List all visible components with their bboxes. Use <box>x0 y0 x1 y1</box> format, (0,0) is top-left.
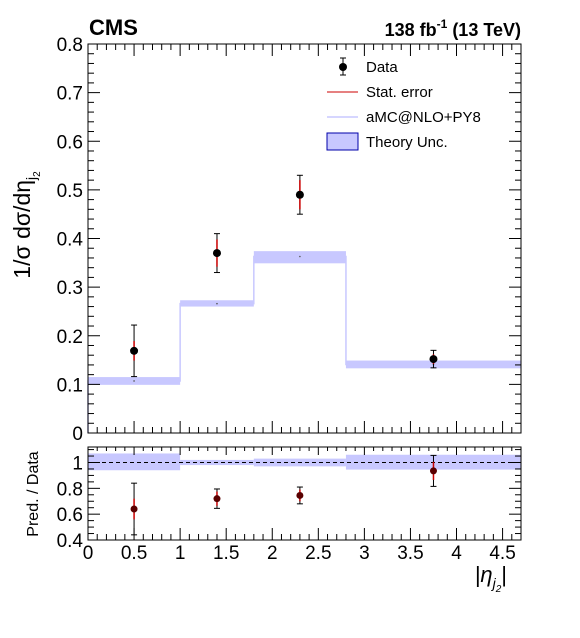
main-y-tick-label: 0.5 <box>57 181 83 202</box>
main-y-tick-label: 0.6 <box>57 132 83 153</box>
main-y-tick-label: 0.2 <box>57 327 83 348</box>
legend-entry-stat: Stat. error <box>327 84 433 101</box>
ratio-point <box>429 467 437 475</box>
ratio-point <box>130 505 138 513</box>
ratio-y-axis-label: Pred. / Data <box>25 451 42 536</box>
x-axis-label: |ηj2| <box>475 562 507 595</box>
main-y-tick-label: 0.3 <box>57 278 83 299</box>
x-label-subsub: 2 <box>495 584 502 595</box>
x-tick-label: 3.5 <box>397 543 423 564</box>
data-point <box>212 249 221 258</box>
prediction-center-dot <box>133 380 135 382</box>
x-label-text: |η <box>475 562 493 587</box>
main-y-tick-label: 0.4 <box>57 230 84 251</box>
experiment-label: CMS <box>89 15 138 40</box>
x-tick-label: 4 <box>451 543 462 564</box>
legend-label-theory-unc: Theory Unc. <box>366 134 448 151</box>
ratio-y-tick-label: 0.6 <box>57 505 83 526</box>
main-frame-border <box>87 43 522 434</box>
x-tick-label: 1.5 <box>213 543 239 564</box>
x-label-sub: j <box>491 575 497 591</box>
ratio-panel: 0.4 0.6 0.8 1 0 0.5 1 1.5 2 2.5 3 3.5 4 4.5 <box>57 446 522 564</box>
lumi-energy: (13 TeV) <box>447 20 521 40</box>
legend-entry-prediction: aMC@NLO+PY8 <box>327 109 481 126</box>
x-tick-label: 3 <box>359 543 370 564</box>
main-panel: 0 0.1 0.2 0.3 0.4 0.5 0.6 0.7 0.8 <box>57 35 522 445</box>
main-y-label-sub: j <box>23 177 39 181</box>
legend: Data Stat. error aMC@NLO+PY8 Theory Unc. <box>326 57 481 151</box>
data-point <box>429 355 438 364</box>
legend-data-marker <box>339 63 347 71</box>
lumi-value: 138 fb <box>385 20 437 40</box>
prediction-center-dot <box>216 302 218 305</box>
ratio-point <box>296 491 304 499</box>
luminosity-label: 138 fb-1 (13 TeV) <box>385 17 521 40</box>
x-tick-label: 0 <box>83 543 94 564</box>
x-tick-label: 4.5 <box>489 543 515 564</box>
x-tick-label: 1 <box>175 543 186 564</box>
main-prediction-line <box>87 255 521 433</box>
legend-entry-theory-unc: Theory Unc. <box>326 132 448 151</box>
ratio-y-tick-label: 0.4 <box>57 531 84 552</box>
ratio-frame-border <box>87 446 522 541</box>
legend-label-stat: Stat. error <box>366 84 433 101</box>
legend-label-prediction: aMC@NLO+PY8 <box>366 109 481 126</box>
main-y-label-subsub: 2 <box>32 171 43 177</box>
x-tick-label: 2 <box>267 543 278 564</box>
ratio-y-tick-label: 1 <box>72 454 83 475</box>
main-y-axis-label: 1/σ dσ/dηj2 <box>9 171 43 279</box>
lumi-exponent: -1 <box>437 17 448 31</box>
ratio-point <box>213 495 221 503</box>
main-y-tick-label: 0.8 <box>57 35 83 56</box>
prediction-center-dot <box>299 255 301 258</box>
main-y-label-text: 1/σ dσ/dη <box>9 180 35 279</box>
data-point <box>295 190 304 199</box>
x-tick-label: 2.5 <box>305 543 331 564</box>
ratio-y-tick-label: 0.8 <box>57 479 83 500</box>
ratio-theory-band <box>88 453 181 471</box>
x-tick-label: 0.5 <box>121 543 147 564</box>
legend-entry-data: Data <box>339 57 398 76</box>
legend-label-data: Data <box>366 59 398 76</box>
data-point <box>130 346 139 355</box>
legend-theory-box <box>326 132 359 151</box>
main-y-tick-label: 0.1 <box>57 375 83 396</box>
main-y-tick-label: 0 <box>72 424 83 445</box>
main-y-tick-label: 0.7 <box>57 84 83 105</box>
x-label-close: | <box>501 562 507 587</box>
